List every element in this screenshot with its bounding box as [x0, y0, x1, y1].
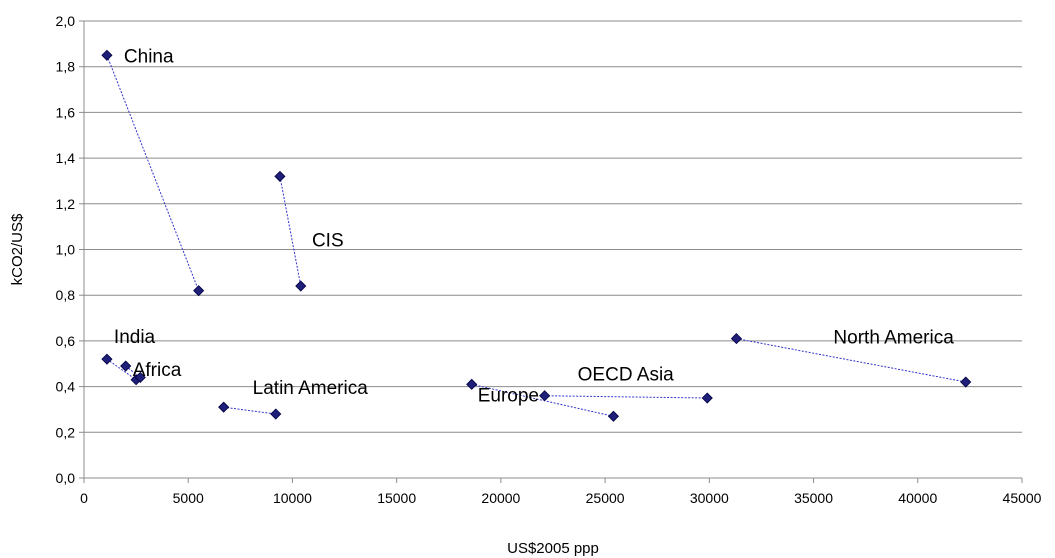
- y-tick-label: 0,8: [56, 287, 76, 303]
- y-tick-label: 1,0: [56, 242, 76, 258]
- axes: [79, 20, 1023, 483]
- series-line: [106, 358, 137, 381]
- x-tick-label: 30000: [690, 490, 729, 506]
- y-tick-label: 1,8: [56, 59, 76, 75]
- series-label: Africa: [133, 360, 182, 381]
- y-tick-label: 0,6: [56, 333, 76, 349]
- x-tick-label: 25000: [586, 490, 625, 506]
- series-lines: [106, 55, 966, 417]
- x-tick-label: 0: [80, 490, 88, 506]
- y-tick-label: 2,0: [56, 13, 76, 29]
- data-point: [701, 392, 713, 404]
- x-tick-label: 45000: [1003, 490, 1042, 506]
- data-point: [134, 371, 146, 384]
- data-point: [120, 360, 132, 372]
- series-label: North America: [833, 328, 954, 349]
- y-tick-label: 0,4: [56, 379, 76, 395]
- y-tick-label: 1,2: [56, 196, 76, 212]
- x-tick-label: 15000: [377, 490, 416, 506]
- y-tick-label: 0,0: [56, 470, 76, 486]
- series-label: Europe: [478, 385, 539, 406]
- data-point: [466, 378, 478, 390]
- series-labels: China CIS India Africa Latin America Europe OE…: [114, 46, 954, 406]
- y-tick-labels: 0,0 0,2 0,4 0,6 0,8 1,0 1,2 1,4 1,6 1,8 2,0: [56, 13, 76, 486]
- series-label: Latin America: [253, 378, 369, 399]
- data-point: [539, 390, 551, 402]
- y-tick-label: 1,4: [56, 150, 76, 166]
- x-tick-labels: 0 5000 10000 15000 20000 25000 30000 35000 40000…: [80, 490, 1042, 506]
- data-point: [274, 170, 286, 182]
- data-point: [295, 280, 307, 292]
- data-point: [960, 376, 972, 388]
- x-tick-label: 20000: [481, 490, 520, 506]
- data-points: [101, 49, 972, 422]
- data-point: [101, 49, 113, 61]
- series-line: [736, 338, 966, 383]
- series-label: OECD Asia: [578, 365, 675, 386]
- series-label: China: [124, 46, 174, 67]
- series-line: [279, 176, 302, 287]
- data-point: [270, 408, 282, 420]
- series-line: [106, 55, 200, 291]
- gridlines: [84, 20, 1022, 433]
- data-point: [730, 333, 742, 345]
- y-axis-title: kCO2/US$: [9, 213, 26, 285]
- x-tick-label: 35000: [794, 490, 833, 506]
- x-tick-label: 40000: [898, 490, 937, 506]
- series-label: CIS: [312, 230, 344, 251]
- y-tick-label: 1,6: [56, 104, 76, 120]
- x-axis-title: US$2005 ppp: [507, 540, 599, 557]
- y-tick-label: 0,2: [56, 424, 76, 440]
- x-tick-label: 10000: [273, 490, 312, 506]
- data-point: [607, 410, 620, 422]
- series-line: [544, 395, 708, 399]
- series-label: India: [114, 327, 156, 348]
- data-point: [101, 353, 113, 365]
- x-tick-label: 5000: [173, 490, 204, 506]
- data-point: [193, 285, 205, 297]
- data-point: [218, 401, 230, 413]
- series-line: [223, 406, 276, 415]
